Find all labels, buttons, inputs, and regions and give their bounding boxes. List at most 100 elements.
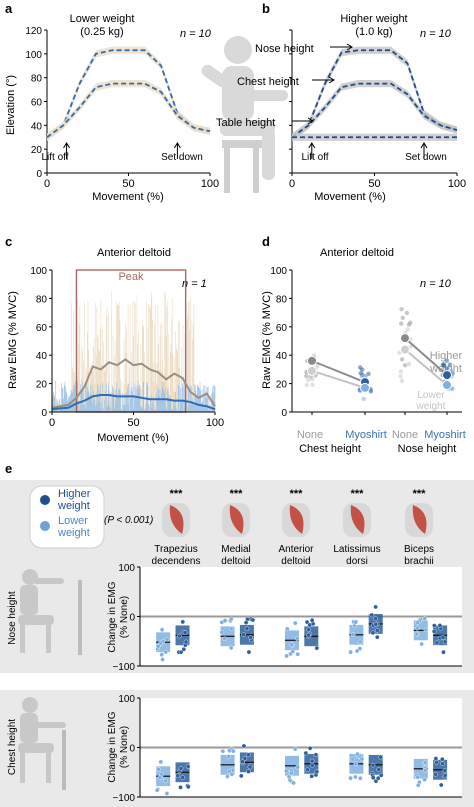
panel-b-annot-set: Set down (405, 152, 447, 163)
legend-higher-swatch (40, 495, 50, 505)
panel-d-jitter-point (399, 378, 405, 384)
nose-row-point (415, 620, 420, 625)
panel-d-cat-myo-2: Myoshirt (424, 429, 466, 441)
panel-a-n: n = 10 (180, 28, 212, 40)
nose-row-point (159, 627, 165, 633)
panel-b-nose-label: Nose height (255, 43, 314, 55)
muscle-highlight (229, 505, 244, 534)
chest-row-point (241, 743, 247, 749)
nose-row-point (284, 653, 289, 659)
panel-e-muscles: ***Trapeziusdecendens***Medialdeltoid***… (152, 488, 434, 567)
panel-d-cat-none-1: None (297, 429, 323, 441)
nose-row-point (164, 636, 170, 642)
nose-row-point (306, 632, 311, 638)
nose-row-ytick-label: 100 (118, 563, 135, 574)
chest-height-illustration (18, 697, 66, 790)
nose-row-point (219, 629, 225, 635)
chest-row-point (314, 769, 320, 775)
nose-row-point (357, 639, 363, 645)
panel-d-jitter-point (406, 322, 412, 327)
nose-row-point (177, 633, 182, 639)
chest-row-point (291, 780, 296, 786)
legend-lower-swatch (40, 521, 50, 531)
panel-a-ytick-label: 60 (31, 98, 43, 109)
chest-row-point (305, 767, 310, 773)
nose-row-point (250, 617, 256, 623)
muscle-highlight (169, 505, 184, 534)
panel-a-xlabel: Movement (%) (92, 191, 164, 203)
panel-d-jitter-point (304, 382, 309, 388)
nose-row-point (163, 649, 169, 655)
nose-row-point (307, 622, 312, 628)
nose-row-point (434, 640, 440, 646)
chest-row-point (442, 768, 448, 773)
chest-row-point (359, 756, 365, 762)
nose-row-point (228, 616, 234, 622)
nose-row-point (289, 642, 294, 647)
nose-row-point (415, 625, 420, 631)
panel-b-subtitle: (1.0 kg) (355, 26, 392, 38)
panel-d-group-nose: Nose height (398, 443, 457, 455)
panel-a-ytick-label: 100 (25, 50, 42, 61)
panel-b-line-1 (291, 82, 458, 138)
panel-b-line-0 (291, 49, 458, 138)
panel-d-title: Anterior deltoid (320, 247, 394, 259)
chest-row-point (225, 774, 230, 779)
chest-row-point (226, 754, 232, 759)
chest-row-point (227, 768, 232, 774)
muscle-name-line2: deltoid (281, 556, 310, 567)
chest-row-point (350, 756, 355, 762)
panel-d-ytick-label: 100 (270, 266, 287, 277)
panel-d-jitter-point (444, 358, 449, 363)
panel-d-mean-point (360, 382, 370, 393)
panel-b-xtick-label: 0 (289, 178, 295, 190)
nose-row-point (373, 616, 378, 621)
panel-a-ytick-label: 40 (31, 121, 43, 132)
chest-row-point (303, 750, 309, 756)
chest-row-point (178, 785, 183, 790)
chest-row-point (440, 761, 445, 767)
nose-row-point (246, 649, 252, 655)
row-nose-ylabel: Change in EMG (107, 581, 118, 652)
legend-higher-label: Higher (58, 488, 91, 500)
panel-a-xtick-label: 0 (44, 178, 50, 190)
panel-d-jitter-point (400, 315, 405, 321)
panel-c-title: Anterior deltoid (97, 247, 171, 259)
panel-e-legend: Higher weight Lower weight (29, 485, 105, 549)
nose-row-point (309, 617, 315, 623)
panel-d-ytick-label: 80 (276, 294, 288, 305)
nose-row-point (295, 651, 301, 657)
chest-row-point (163, 778, 168, 784)
nose-row-point (437, 623, 443, 628)
nose-row-point (182, 630, 188, 635)
muscle-name-line1: Latissimus (333, 544, 380, 555)
panel-d-axes: 0 20 40 60 80 100 (270, 266, 462, 419)
panel-c-xtick-label: 50 (127, 417, 139, 429)
panel-d-higher-label: Higher (430, 350, 463, 362)
panel-d-cat-myo-1: Myoshirt (345, 429, 387, 441)
legend-lower-label: Lower (58, 515, 88, 527)
chest-row-point (353, 774, 358, 780)
panel-a-letter: a (5, 1, 13, 16)
nose-row-point (183, 639, 189, 645)
row-chest-label: Chest height (7, 719, 18, 775)
person-illustration (201, 36, 288, 193)
panel-d-letter: d (262, 234, 270, 249)
panel-c-envelope-0 (51, 358, 216, 409)
panel-d-ytick-label: 60 (276, 323, 288, 334)
panel-a-ytick-label: 0 (36, 169, 42, 180)
panel-d-pair-line (311, 359, 366, 384)
chest-row-point (307, 745, 313, 751)
panel-d-jitter-point (404, 310, 410, 316)
nose-row-point (222, 618, 228, 624)
panel-d-jitter-point (440, 362, 446, 368)
panel-d-n: n = 10 (420, 278, 452, 290)
nose-row-point (423, 627, 429, 633)
row-nose-ylabel2: (% None) (119, 596, 130, 638)
panel-c-xtick-label: 100 (206, 417, 224, 429)
panel-b-chest-label: Chest height (237, 76, 299, 88)
legend-higher-label2: weight (57, 500, 90, 512)
panel-d-jitter-point (402, 362, 408, 368)
panel-c-ytick-label: 60 (36, 323, 48, 334)
panel-b-height-arrow-2 (292, 117, 314, 125)
